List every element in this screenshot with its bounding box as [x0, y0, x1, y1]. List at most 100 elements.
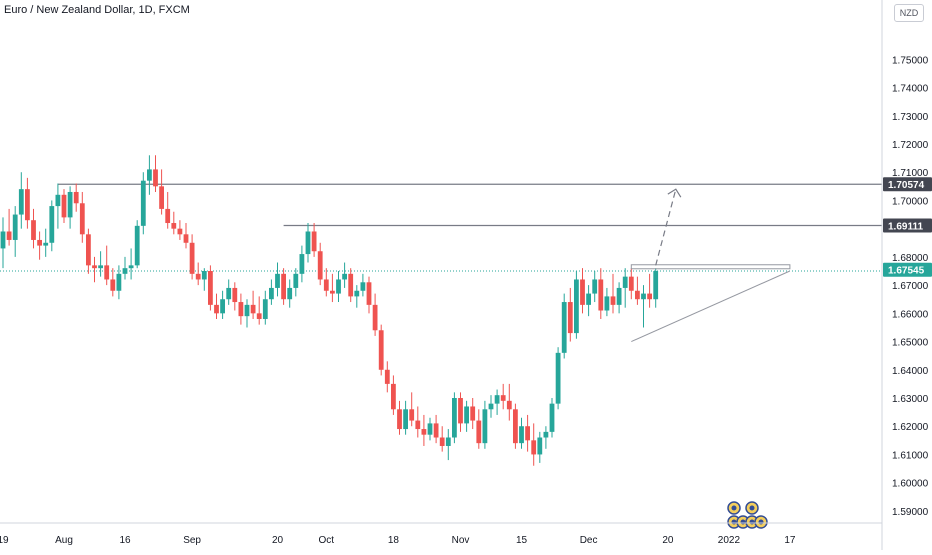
candle[interactable]	[342, 262, 347, 288]
candle[interactable]	[299, 245, 305, 283]
candle[interactable]	[189, 234, 195, 280]
candle[interactable]	[171, 211, 177, 235]
candle[interactable]	[531, 423, 537, 466]
candle[interactable]	[79, 191, 85, 243]
candle[interactable]	[647, 273, 652, 308]
candle[interactable]	[116, 265, 122, 300]
candle[interactable]	[55, 183, 61, 229]
candle[interactable]	[506, 383, 512, 421]
candle[interactable]	[360, 273, 366, 297]
candle[interactable]	[336, 271, 341, 303]
candle[interactable]	[31, 208, 36, 249]
candle[interactable]	[323, 268, 329, 297]
candle[interactable]	[12, 206, 18, 257]
candle[interactable]	[433, 414, 439, 444]
candle[interactable]	[482, 400, 488, 449]
candle[interactable]	[281, 268, 286, 305]
candle[interactable]	[305, 223, 311, 263]
candle[interactable]	[226, 279, 232, 305]
candle[interactable]	[208, 265, 213, 311]
candle[interactable]	[549, 398, 555, 438]
candle[interactable]	[256, 296, 262, 325]
candle[interactable]	[384, 361, 390, 393]
candle[interactable]	[500, 383, 506, 410]
candle[interactable]	[415, 406, 421, 438]
currency-badge[interactable]: NZD	[894, 4, 924, 22]
candle[interactable]	[452, 392, 457, 444]
candle[interactable]	[403, 400, 408, 435]
candle[interactable]	[330, 273, 335, 303]
candle[interactable]	[232, 282, 238, 311]
candle[interactable]	[439, 426, 445, 452]
candle[interactable]	[366, 276, 372, 314]
candle[interactable]	[317, 242, 323, 286]
candle[interactable]	[372, 293, 378, 336]
candle[interactable]	[476, 409, 482, 449]
candle[interactable]	[61, 189, 67, 224]
candle[interactable]	[159, 169, 164, 215]
candle[interactable]	[622, 268, 628, 308]
candle[interactable]	[635, 276, 640, 305]
candle[interactable]	[378, 324, 384, 376]
candle[interactable]	[574, 271, 579, 339]
candle[interactable]	[195, 262, 201, 286]
candle[interactable]	[610, 273, 616, 314]
candle[interactable]	[604, 287, 610, 317]
candle[interactable]	[525, 414, 530, 452]
candle[interactable]	[391, 375, 396, 415]
candle[interactable]	[201, 268, 207, 291]
candle[interactable]	[580, 268, 585, 314]
candle[interactable]	[537, 431, 543, 463]
candle[interactable]	[543, 426, 549, 449]
candle[interactable]	[561, 293, 567, 359]
candle[interactable]	[567, 287, 573, 342]
candle[interactable]	[183, 223, 189, 249]
candle[interactable]	[92, 256, 97, 283]
candle[interactable]	[275, 262, 280, 297]
candle[interactable]	[653, 268, 659, 308]
candle[interactable]	[555, 347, 561, 410]
triangle-resistance-box[interactable]	[630, 264, 791, 270]
candle[interactable]	[287, 279, 293, 308]
candle[interactable]	[397, 400, 402, 435]
candle[interactable]	[37, 231, 42, 260]
candle[interactable]	[110, 268, 116, 297]
candle[interactable]	[628, 268, 634, 300]
candle[interactable]	[165, 191, 171, 229]
candle[interactable]	[470, 398, 476, 430]
candle[interactable]	[311, 223, 317, 257]
candle[interactable]	[6, 208, 12, 246]
candle[interactable]	[214, 293, 219, 319]
candle[interactable]	[122, 256, 128, 280]
candle[interactable]	[153, 155, 158, 192]
candle[interactable]	[641, 285, 646, 328]
candle[interactable]	[43, 228, 49, 257]
candle[interactable]	[86, 228, 91, 274]
candle[interactable]	[25, 177, 30, 229]
candle[interactable]	[354, 285, 360, 308]
candle[interactable]	[140, 172, 146, 235]
candle[interactable]	[177, 220, 183, 240]
candle[interactable]	[513, 403, 518, 449]
candle[interactable]	[250, 290, 256, 319]
candle[interactable]	[519, 417, 524, 449]
candle[interactable]	[494, 389, 500, 415]
candle[interactable]	[458, 392, 463, 432]
candle[interactable]	[421, 414, 427, 446]
candle[interactable]	[409, 392, 415, 427]
candle[interactable]	[147, 155, 152, 195]
candle[interactable]	[128, 248, 134, 280]
candle[interactable]	[238, 293, 244, 325]
candle[interactable]	[104, 245, 110, 286]
candle[interactable]	[427, 417, 433, 441]
candle[interactable]	[18, 172, 24, 229]
candle[interactable]	[0, 217, 6, 269]
candle[interactable]	[134, 220, 140, 269]
candle[interactable]	[598, 268, 604, 319]
candle[interactable]	[488, 395, 494, 418]
candle[interactable]	[293, 268, 299, 297]
candle[interactable]	[98, 251, 103, 277]
candle[interactable]	[262, 290, 268, 325]
